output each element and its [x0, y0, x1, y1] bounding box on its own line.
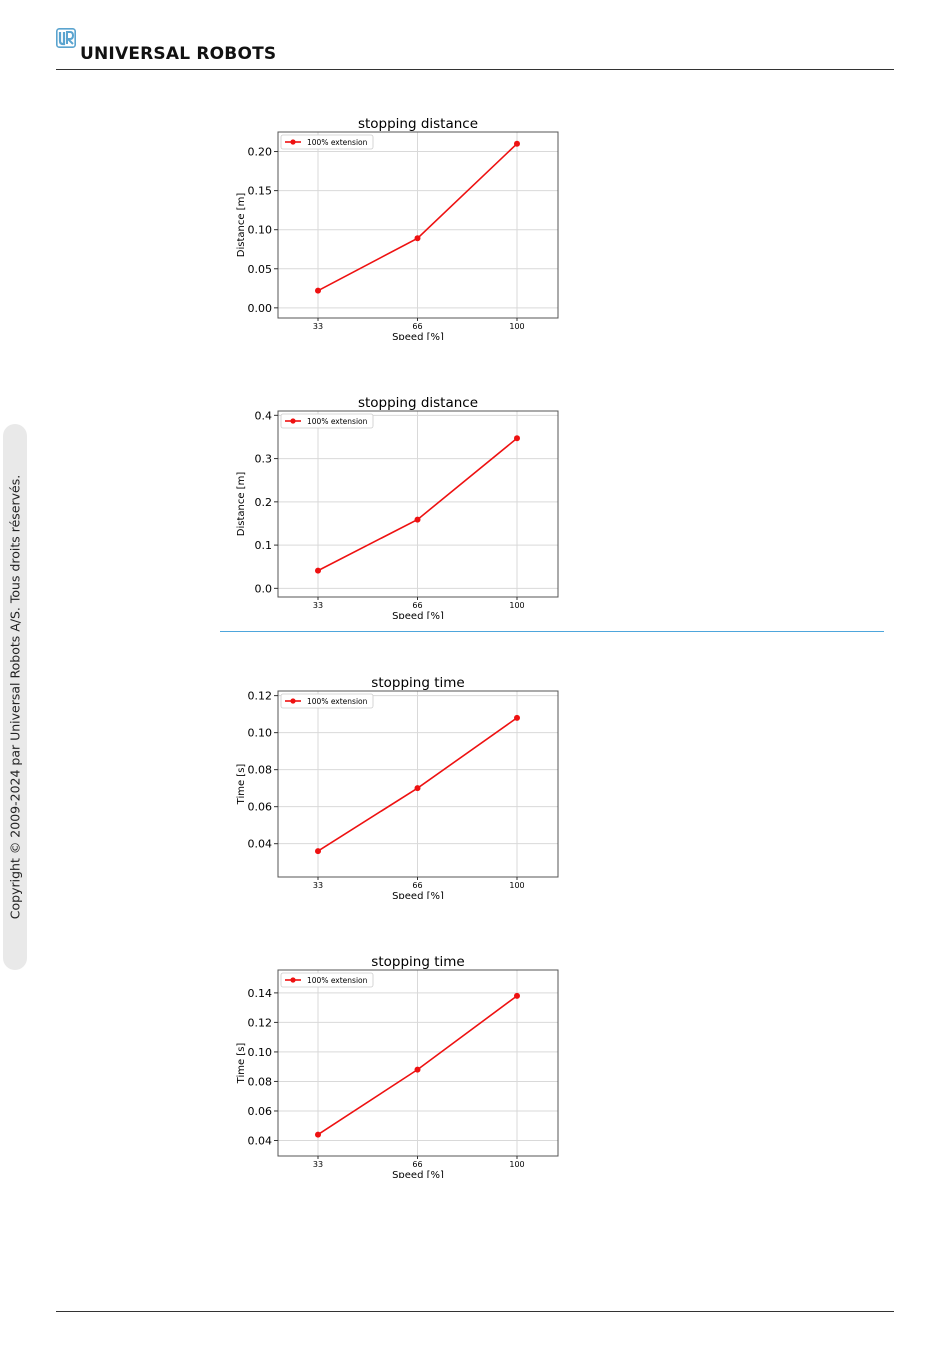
legend-box — [280, 134, 374, 150]
y-axis-label: Time [s] — [236, 764, 247, 806]
y-tick-label: 0.14 — [248, 987, 273, 1000]
y-axis-label: Distance [m] — [236, 193, 247, 258]
data-point — [414, 235, 421, 242]
x-tick-label: 66 — [412, 322, 422, 331]
x-tick-label: 33 — [313, 601, 323, 610]
legend-marker — [290, 698, 296, 704]
section-divider — [220, 631, 884, 632]
y-tick-label: 0.12 — [248, 1016, 273, 1029]
y-tick-label: 0.08 — [248, 764, 273, 777]
x-axis-label: Speed [%] — [392, 332, 444, 340]
y-tick-label: 0.06 — [248, 1105, 273, 1118]
legend: 100% extension — [280, 693, 374, 709]
legend: 100% extension — [280, 134, 374, 150]
x-axis-label: Speed [%] — [392, 611, 444, 619]
data-point — [315, 287, 321, 294]
x-tick-label: 33 — [313, 322, 323, 331]
data-point — [315, 848, 321, 855]
legend-box — [280, 693, 374, 709]
x-axis-label: Speed [%] — [392, 891, 444, 899]
y-tick-label: 0.04 — [248, 838, 273, 851]
x-tick-label: 100 — [509, 881, 524, 890]
copyright-band — [3, 424, 27, 970]
y-tick-label: 0.0 — [255, 582, 273, 595]
x-tick-label: 66 — [412, 881, 422, 890]
y-tick-label: 0.10 — [248, 1046, 273, 1059]
chart-svg: stopping time 0.04 0.06 0.08 0.10 0.12 0.14 33 6… — [236, 954, 559, 1178]
copyright-text: Copyright © 2009-2024 par Universal Robo… — [7, 474, 23, 920]
y-tick-label: 0.1 — [255, 539, 273, 552]
y-tick-label: 0.20 — [248, 146, 273, 159]
ur-logo-icon — [56, 28, 76, 48]
header-divider — [56, 69, 894, 70]
y-tick-label: 0.10 — [248, 224, 273, 237]
y-tick-label: 0.00 — [248, 302, 273, 315]
chart-title: stopping distance — [358, 395, 478, 411]
legend-label: 100% extension — [307, 697, 368, 706]
data-point — [414, 516, 421, 523]
chart-stopping-distance-1: stopping distance 0.00 0.05 0.10 0.15 0.20 33 6… — [220, 110, 580, 340]
x-tick-label: 100 — [509, 1160, 524, 1169]
legend-box — [280, 413, 374, 429]
legend-box — [280, 972, 374, 988]
chart-svg: stopping distance 0.0 0.1 0.2 0.3 0.4 33 66 100 S… — [236, 395, 559, 619]
x-tick-label: 33 — [313, 1160, 323, 1169]
x-tick-label: 100 — [509, 322, 524, 331]
y-tick-label: 0.10 — [248, 727, 273, 740]
legend-label: 100% extension — [307, 417, 368, 426]
legend: 100% extension — [280, 413, 374, 429]
legend: 100% extension — [280, 972, 374, 988]
chart-stopping-time-1: stopping time 0.04 0.06 0.08 0.10 0.12 33 66 100… — [220, 669, 580, 899]
legend-marker — [290, 139, 296, 145]
data-point — [414, 1066, 421, 1073]
chart-title: stopping time — [371, 954, 464, 970]
chart-stopping-distance-2: stopping distance 0.0 0.1 0.2 0.3 0.4 33 66 100 S… — [220, 389, 580, 619]
y-axis-label: Time [s] — [236, 1043, 247, 1085]
y-tick-label: 0.2 — [255, 496, 273, 509]
data-point — [315, 567, 321, 574]
y-tick-label: 0.12 — [248, 690, 273, 703]
data-point — [514, 714, 520, 721]
legend-label: 100% extension — [307, 138, 368, 147]
chart-svg: stopping distance 0.00 0.05 0.10 0.15 0.20 33 6… — [236, 116, 559, 340]
y-tick-label: 0.05 — [248, 263, 273, 276]
data-point — [514, 435, 520, 442]
legend-marker — [290, 418, 296, 424]
y-tick-label: 0.3 — [255, 453, 273, 466]
legend-marker — [290, 977, 296, 983]
y-tick-label: 0.04 — [248, 1135, 273, 1148]
data-point — [514, 992, 520, 999]
legend-label: 100% extension — [307, 976, 368, 985]
chart-title: stopping distance — [358, 116, 478, 132]
x-tick-label: 33 — [313, 881, 323, 890]
data-point — [514, 140, 520, 147]
data-point — [414, 785, 421, 792]
x-tick-label: 66 — [412, 1160, 422, 1169]
chart-stopping-time-2: stopping time 0.04 0.06 0.08 0.10 0.12 0.14 33 6… — [220, 948, 580, 1178]
chart-svg: stopping time 0.04 0.06 0.08 0.10 0.12 33 66 100… — [236, 675, 559, 899]
x-tick-label: 100 — [509, 601, 524, 610]
x-axis-label: Speed [%] — [392, 1170, 444, 1178]
y-axis-label: Distance [m] — [236, 472, 247, 537]
x-tick-label: 66 — [412, 601, 422, 610]
y-tick-label: 0.06 — [248, 801, 273, 814]
chart-title: stopping time — [371, 675, 464, 691]
y-tick-label: 0.15 — [248, 185, 273, 198]
y-tick-label: 0.08 — [248, 1075, 273, 1088]
brand-name: UNIVERSAL ROBOTS — [80, 44, 277, 64]
data-point — [315, 1131, 321, 1138]
footer-divider — [56, 1311, 894, 1312]
y-tick-label: 0.4 — [255, 409, 273, 422]
